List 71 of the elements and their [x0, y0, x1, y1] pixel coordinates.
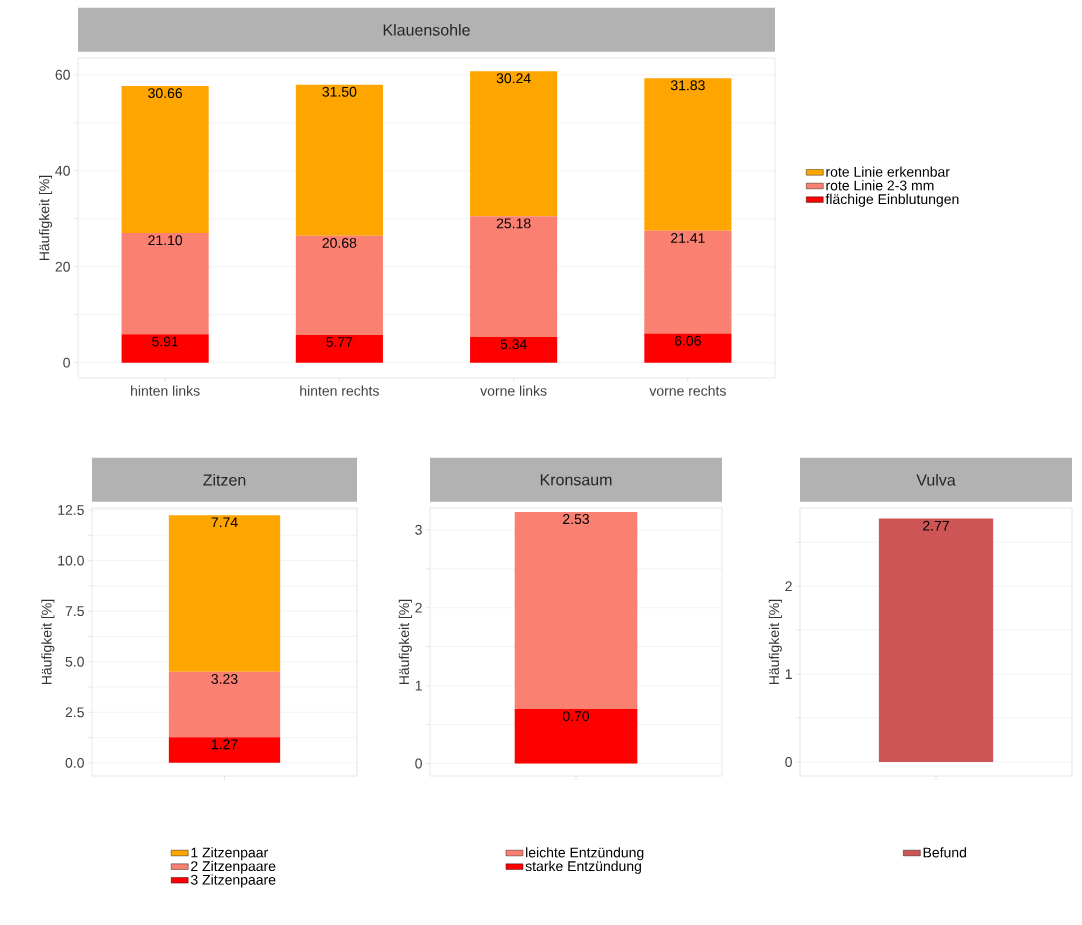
bar — [295, 235, 383, 335]
bar — [168, 737, 281, 763]
bar — [168, 515, 281, 672]
y-axis-title: Häufigkeit [%] — [41, 599, 55, 685]
bar — [121, 334, 209, 363]
y-tick-label: 1 — [785, 669, 792, 679]
chart-title: Klauensohle — [383, 23, 470, 36]
legend-label: 3 Zitzenpaare — [190, 874, 276, 888]
y-tick-label: 0 — [785, 756, 792, 767]
data-label: 2.53 — [563, 514, 590, 525]
legend-label: leichte Entzündung — [526, 847, 644, 861]
x-tick-label: hinten links — [131, 385, 200, 396]
data-label: 31.50 — [322, 86, 357, 97]
chart-title: Kronsaum — [540, 474, 612, 486]
y-tick-label: 20 — [55, 261, 70, 272]
data-label: 3.23 — [211, 674, 238, 684]
data-label: 21.41 — [671, 233, 705, 243]
data-label: 31.83 — [670, 80, 705, 91]
legend-label: rote Linie erkennbar — [826, 166, 950, 177]
legend-label: starke Entzündung — [525, 860, 641, 874]
bar — [644, 78, 732, 231]
y-axis-title: Häufigkeit [%] — [398, 599, 412, 685]
legend-label: rote Linie 2-3 mm — [826, 180, 934, 191]
data-label: 21.10 — [148, 235, 183, 246]
chart-title: Zitzen — [203, 473, 246, 486]
y-tick-label: 2 — [415, 602, 422, 613]
y-tick-label: 5.0 — [65, 656, 84, 667]
data-label: 5.34 — [500, 339, 527, 350]
y-tick-label: 10.0 — [58, 555, 84, 566]
y-tick-label: 40 — [55, 165, 70, 176]
y-axis-title: Häufigkeit [%] — [39, 175, 53, 261]
bar — [121, 85, 209, 234]
y-tick-label: 7.5 — [65, 606, 84, 617]
bar — [644, 230, 732, 334]
bar — [644, 333, 732, 363]
data-label: 1.27 — [211, 739, 238, 750]
legend-label: 2 Zitzenpaare — [191, 860, 276, 874]
data-label: 20.68 — [322, 237, 357, 248]
y-tick-label: 2 — [785, 581, 792, 592]
bar — [470, 216, 558, 338]
bar — [295, 334, 383, 363]
legend-label: Befund — [923, 847, 966, 858]
data-label: 5.91 — [152, 336, 179, 347]
bar — [470, 337, 558, 363]
x-tick-label: hinten rechts — [300, 385, 379, 396]
y-axis-title: Häufigkeit [%] — [768, 599, 782, 685]
data-label: 5.77 — [326, 337, 353, 347]
y-tick-label: 0.0 — [65, 757, 84, 768]
data-label: 30.24 — [496, 73, 531, 84]
chart-title: Vulva — [916, 473, 956, 486]
bar — [168, 671, 281, 738]
x-tick-label: vorne rechts — [649, 385, 726, 396]
bar — [295, 84, 383, 236]
data-label: 25.18 — [496, 218, 531, 229]
y-tick-label: 12.5 — [58, 505, 84, 515]
x-tick-label: vorne links — [480, 385, 547, 396]
y-tick-label: 0 — [63, 357, 70, 368]
y-tick-label: 2.5 — [65, 707, 84, 718]
legend-label: 1 Zitzenpaar — [191, 847, 268, 861]
y-tick-label: 0 — [415, 758, 422, 769]
data-label: 0.70 — [562, 711, 590, 722]
data-label: 7.74 — [211, 517, 238, 528]
legend-label: flächige Einblutungen — [825, 193, 959, 207]
bar — [470, 71, 558, 217]
y-tick-label: 1 — [415, 680, 422, 691]
data-label: 6.06 — [674, 335, 701, 346]
y-tick-label: 60 — [55, 69, 70, 80]
data-label: 2.77 — [923, 520, 949, 531]
data-label: 30.66 — [148, 88, 183, 99]
y-tick-label: 3 — [415, 524, 422, 535]
bar — [121, 233, 209, 335]
